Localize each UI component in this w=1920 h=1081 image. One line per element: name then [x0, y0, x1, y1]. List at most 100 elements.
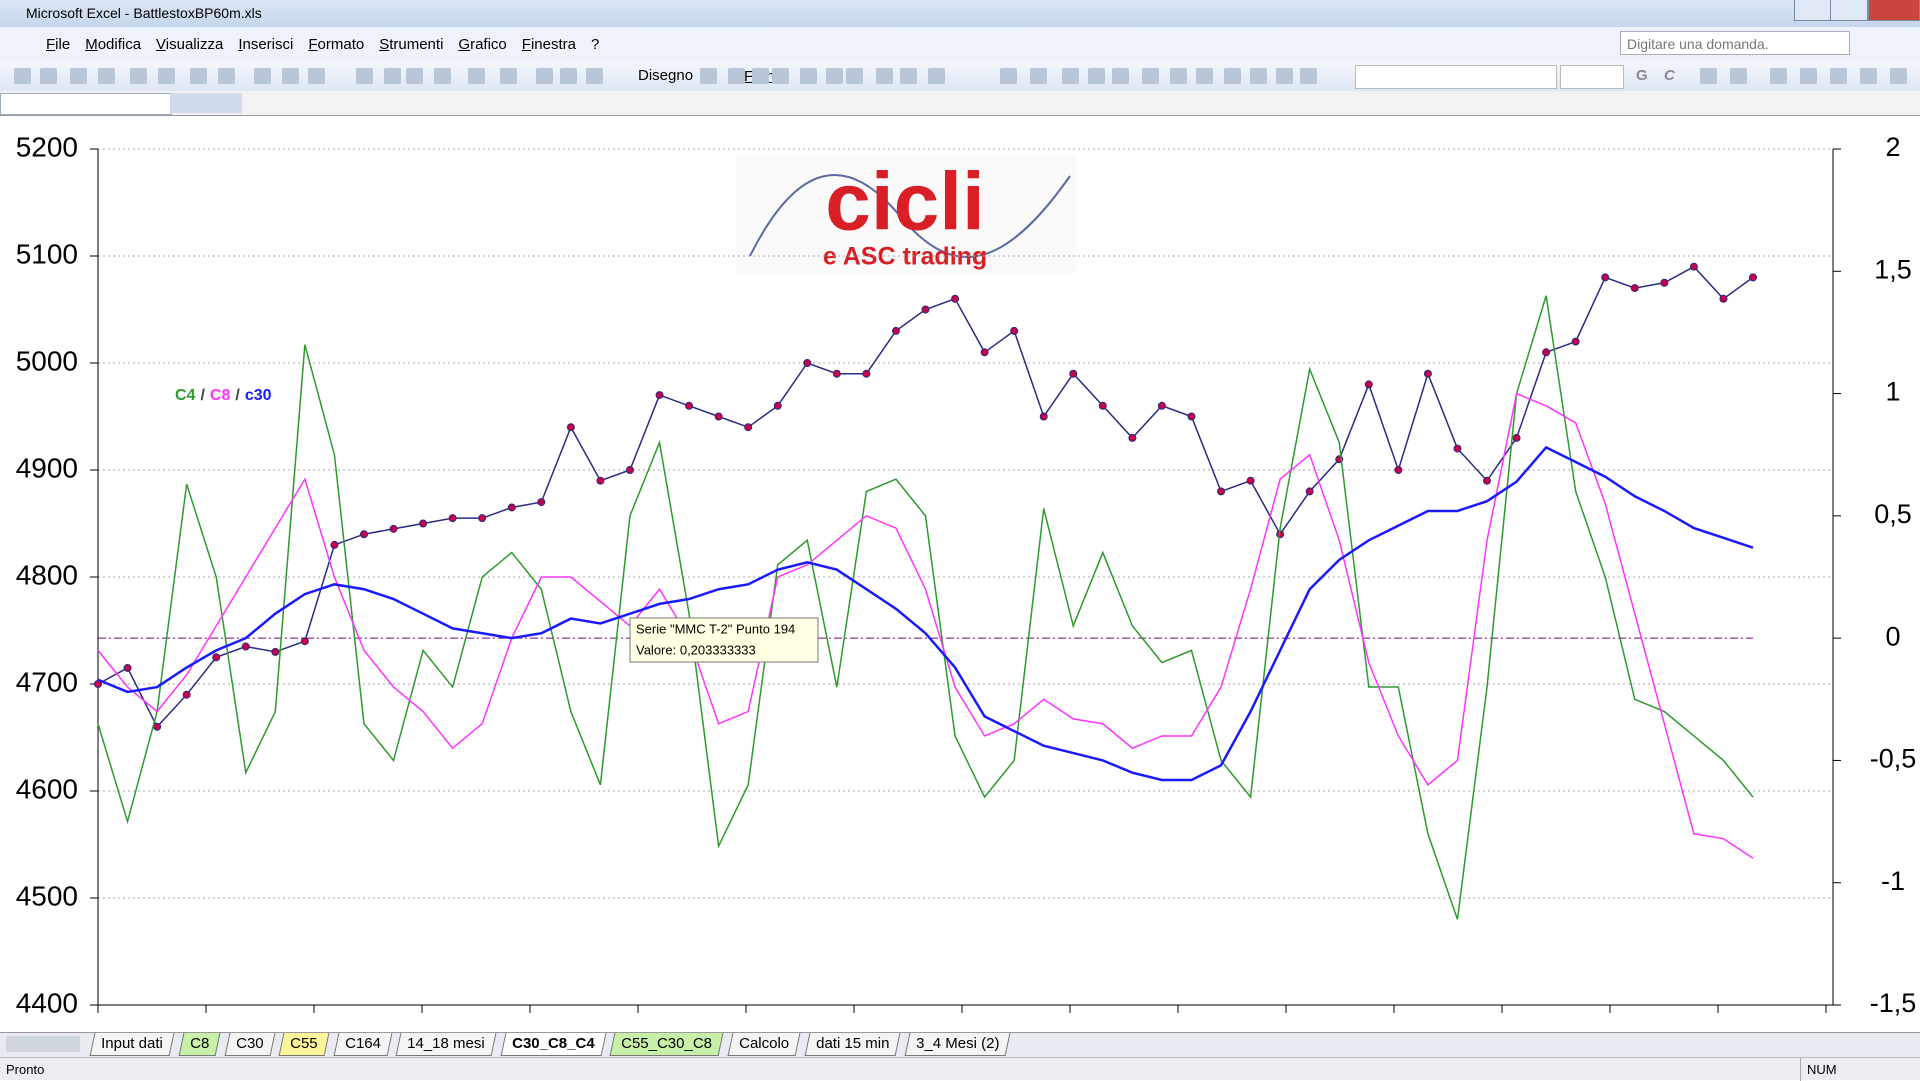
fx-button[interactable]	[170, 93, 242, 113]
toolbar-icon[interactable]	[900, 68, 917, 84]
toolbar-icon[interactable]	[1224, 68, 1241, 84]
toolbar-icon[interactable]	[752, 68, 769, 84]
toolbar-icon[interactable]	[406, 68, 423, 84]
y2-tick-label: 0	[1885, 621, 1900, 651]
point-marker	[1453, 444, 1462, 453]
toolbar-icon[interactable]	[40, 68, 57, 84]
toolbar-icon[interactable]	[846, 68, 863, 84]
toolbar-icon[interactable]	[1800, 68, 1817, 84]
tab-nav[interactable]	[6, 1036, 80, 1052]
menu-item[interactable]: Modifica	[85, 35, 142, 53]
toolbar-icon[interactable]	[1276, 68, 1293, 84]
toolbar-icon[interactable]	[500, 68, 517, 84]
toolbar-icon[interactable]	[1062, 68, 1079, 84]
point-marker	[1128, 433, 1137, 442]
font-box[interactable]	[1355, 65, 1557, 89]
tooltip-box	[629, 617, 819, 663]
toolbar-icon[interactable]	[1700, 68, 1717, 84]
toolbar-icon[interactable]	[14, 68, 31, 84]
maximize-button[interactable]	[1830, 0, 1868, 21]
italic-button[interactable]: C	[1664, 67, 1675, 84]
toolbar-icon[interactable]	[772, 68, 789, 84]
toolbar-icon[interactable]	[1890, 68, 1907, 84]
toolbar-icon[interactable]	[826, 68, 843, 84]
sheet-tab[interactable]: C8	[178, 1033, 221, 1056]
legend-entry: C8	[210, 387, 231, 404]
point-marker	[596, 476, 605, 485]
toolbar-icon[interactable]	[1730, 68, 1747, 84]
toolbar-icon[interactable]	[282, 68, 299, 84]
toolbar-icon[interactable]	[70, 68, 87, 84]
y-tick-label: 4900	[16, 452, 78, 483]
toolbar-icon[interactable]	[1250, 68, 1267, 84]
draw-menu[interactable]: Disegno	[638, 67, 694, 84]
sheet-tab[interactable]: C30	[224, 1033, 275, 1056]
sheet-tab[interactable]: C55_C30_C8	[609, 1033, 724, 1056]
toolbar-icon[interactable]	[434, 68, 451, 84]
toolbar-icon[interactable]	[1830, 68, 1847, 84]
toolbar-icon[interactable]	[1770, 68, 1787, 84]
menu-item[interactable]: Grafico	[458, 35, 507, 53]
toolbar-icon[interactable]	[800, 68, 817, 84]
toolbar-icon[interactable]	[928, 68, 945, 84]
toolbar-icon[interactable]	[384, 68, 401, 84]
sheet-tab[interactable]: dati 15 min	[804, 1033, 901, 1056]
sheet-tab[interactable]: 3_4 Mesi (2)	[904, 1033, 1011, 1056]
menu-item[interactable]: Inserisci	[238, 35, 294, 53]
size-box[interactable]	[1560, 65, 1624, 89]
toolbar-icon[interactable]	[700, 68, 717, 84]
y-tick-label: 5000	[16, 345, 78, 376]
toolbar-icon[interactable]	[218, 68, 235, 84]
tooltip-value: Valore: 0,203333333	[636, 642, 756, 657]
toolbar-icon[interactable]	[876, 68, 893, 84]
minimize-button[interactable]	[1794, 0, 1832, 21]
point-marker	[1749, 273, 1757, 282]
point-marker	[389, 524, 398, 533]
sheet-tab[interactable]: C30_C8_C4	[500, 1033, 606, 1056]
sheet-tab[interactable]: C55	[278, 1033, 330, 1056]
toolbar-icon[interactable]	[1860, 68, 1877, 84]
toolbar-icon[interactable]	[1300, 68, 1317, 84]
toolbar-icon[interactable]	[190, 68, 207, 84]
sheet-tab[interactable]: 14_18 mesi	[395, 1033, 497, 1056]
toolbar-icon[interactable]	[1088, 68, 1105, 84]
menu-item[interactable]: Formato	[308, 35, 365, 53]
point-marker	[537, 498, 546, 507]
toolbar-icon[interactable]	[130, 68, 147, 84]
menu-item[interactable]: Strumenti	[379, 35, 444, 53]
toolbar-icon[interactable]	[1196, 68, 1213, 84]
toolbar-icon[interactable]	[356, 68, 373, 84]
point-marker	[1542, 348, 1551, 357]
toolbar-icon[interactable]	[158, 68, 175, 84]
sheet-tab[interactable]: Calcolo	[727, 1033, 801, 1056]
toolbar-icon[interactable]	[1000, 68, 1017, 84]
close-button[interactable]	[1868, 0, 1920, 21]
toolbar-icon[interactable]	[308, 68, 325, 84]
toolbar-icon[interactable]	[98, 68, 115, 84]
toolbar-icon[interactable]	[560, 68, 577, 84]
point-marker	[478, 514, 487, 523]
toolbar-icon[interactable]	[1170, 68, 1187, 84]
logo-wave	[749, 174, 1071, 258]
point-marker	[1512, 433, 1521, 442]
toolbar-icon[interactable]	[1142, 68, 1159, 84]
name-box[interactable]	[0, 93, 172, 115]
bold-button[interactable]: G	[1636, 67, 1648, 84]
toolbar-icon[interactable]	[586, 68, 603, 84]
toolbar-icon[interactable]	[1030, 68, 1047, 84]
menu-item[interactable]: File	[46, 35, 71, 53]
toolbar-icon[interactable]	[254, 68, 271, 84]
toolbar-icon[interactable]	[468, 68, 485, 84]
logo-subtitle: e ASC trading	[823, 243, 987, 271]
toolbar-icon[interactable]	[536, 68, 553, 84]
menu-item[interactable]: Finestra	[521, 35, 576, 53]
help-box[interactable]: Digitare una domanda.	[1620, 31, 1850, 55]
toolbar-icon[interactable]	[1112, 68, 1129, 84]
sheet-tab[interactable]: Input dati	[89, 1033, 175, 1056]
menu-item[interactable]: ?	[590, 35, 600, 53]
point-marker	[1069, 369, 1078, 378]
menu-item[interactable]: Visualizza	[156, 35, 224, 53]
point-marker	[1719, 294, 1728, 303]
sheet-tab[interactable]: C164	[333, 1033, 392, 1056]
toolbar-icon[interactable]	[728, 68, 745, 84]
